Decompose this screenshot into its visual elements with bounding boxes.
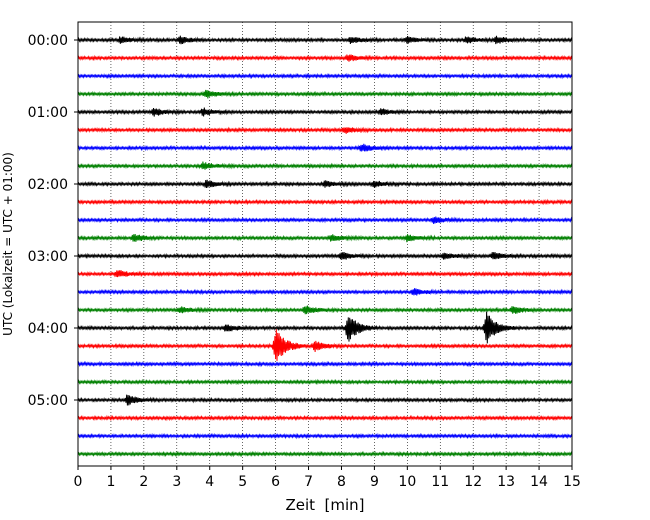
x-tick-label: 1 [106, 474, 115, 490]
y-tick-label: 00:00 [28, 33, 68, 49]
x-tick-label: 15 [563, 474, 581, 490]
trace-0300 [77, 252, 573, 260]
trace-0530 [77, 432, 573, 440]
trace-0045 [77, 89, 573, 99]
trace-0515 [77, 414, 573, 422]
trace-0030 [77, 72, 573, 80]
y-tick-label: 05:00 [28, 393, 68, 409]
x-tick-label: 4 [205, 474, 214, 490]
y-tick-label: 01:00 [28, 105, 68, 121]
x-tick-label: 9 [370, 474, 379, 490]
y-tick-label: 02:00 [28, 177, 68, 193]
x-tick-label: 0 [74, 474, 83, 490]
trace-0145 [77, 161, 573, 170]
trace-0545 [77, 450, 573, 458]
trace-0200 [77, 179, 573, 189]
trace-0245 [77, 233, 573, 243]
trace-0100 [77, 107, 573, 117]
trace-0330 [77, 288, 573, 296]
x-tick-label: 10 [398, 474, 416, 490]
trace-group [77, 35, 573, 458]
x-tick-label: 14 [530, 474, 548, 490]
x-tick-label: 13 [497, 474, 515, 490]
trace-0430 [77, 360, 573, 368]
x-tick-label: 8 [337, 474, 346, 490]
x-tick-label: 6 [271, 474, 280, 490]
trace-0415 [77, 329, 573, 361]
x-tick-label: 5 [238, 474, 247, 490]
trace-0500 [77, 394, 573, 406]
trace-0215 [77, 198, 573, 206]
x-axis-ticks: 0 1 2 3 4 5 6 7 8 9 10 11 12 13 14 15 [74, 466, 581, 490]
x-tick-label: 11 [431, 474, 449, 490]
trace-0315 [77, 270, 573, 278]
trace-0230 [77, 216, 573, 225]
plot-frame [77, 21, 573, 467]
x-tick-label: 12 [464, 474, 482, 490]
trace-0015 [77, 54, 573, 62]
x-tick-label: 7 [304, 474, 313, 490]
x-tick-label: 3 [172, 474, 181, 490]
grid-lines [110, 22, 540, 466]
y-tick-label: 04:00 [28, 321, 68, 337]
trace-0400 [77, 311, 573, 344]
x-tick-label: 2 [139, 474, 148, 490]
y-axis-label: UTC (Lokalzeit = UTC + 01:00) [1, 152, 15, 336]
trace-0445 [77, 378, 573, 386]
trace-0345 [77, 305, 573, 315]
trace-0130 [77, 143, 573, 152]
y-tick-label: 03:00 [28, 249, 68, 265]
y-axis-ticks: 00:00 01:00 02:00 03:00 04:00 05:00 [28, 33, 78, 409]
x-axis-label: Zeit [min] [285, 496, 364, 514]
trace-0115 [77, 126, 573, 134]
trace-0000 [77, 35, 573, 45]
